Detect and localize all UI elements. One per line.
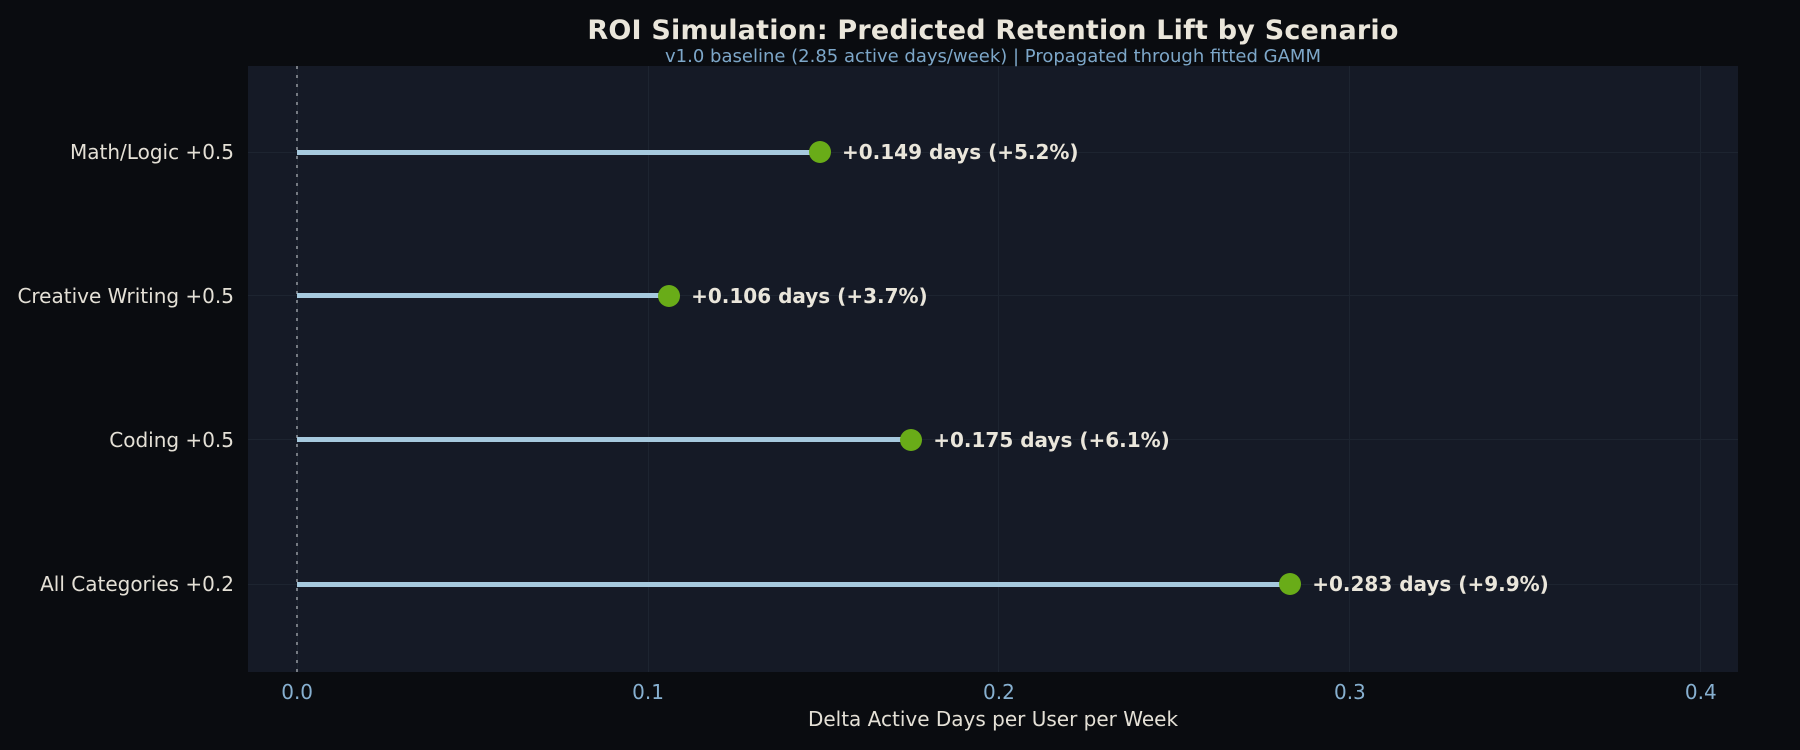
lollipop-stem xyxy=(297,293,670,299)
x-axis-label: Delta Active Days per User per Week xyxy=(807,707,1179,731)
x-tick-label: 0.3 xyxy=(1333,680,1366,704)
value-annotation: +0.106 days (+3.7%) xyxy=(691,283,928,308)
y-gridline xyxy=(248,439,1738,441)
lollipop-stem xyxy=(297,581,1291,587)
lollipop-dot xyxy=(900,428,923,451)
x-tick-label: 0.2 xyxy=(983,680,1015,704)
y-gridline xyxy=(248,151,1738,153)
lollipop-dot xyxy=(1279,573,1302,595)
x-tick-label: 0.1 xyxy=(632,680,664,704)
x-gridline xyxy=(1700,66,1702,672)
x-gridline xyxy=(1349,66,1351,672)
category-label: Creative Writing +0.5 xyxy=(17,283,234,308)
lollipop-dot xyxy=(808,141,831,164)
baseline-zero-line xyxy=(296,66,299,672)
value-annotation: +0.283 days (+9.9%) xyxy=(1312,572,1549,596)
lollipop-dot xyxy=(658,284,681,307)
value-annotation: +0.149 days (+5.2%) xyxy=(841,140,1079,165)
x-gridline xyxy=(998,66,1000,672)
lollipop-stem xyxy=(297,437,912,443)
value-annotation: +0.175 days (+6.1%) xyxy=(933,427,1170,452)
category-label: Math/Logic +0.5 xyxy=(70,140,234,165)
chart-title: ROI Simulation: Predicted Retention Lift… xyxy=(587,15,1399,46)
chart-subtitle: v1.0 baseline (2.85 active days/week) | … xyxy=(665,46,1321,67)
x-tick-label: 0.0 xyxy=(281,680,314,704)
x-tick-label: 0.4 xyxy=(1684,680,1717,704)
category-label: All Categories +0.2 xyxy=(40,572,234,596)
plot-area xyxy=(248,66,1738,672)
x-gridline xyxy=(647,66,649,672)
category-label: Coding +0.5 xyxy=(109,427,234,452)
y-gridline xyxy=(248,295,1738,297)
lollipop-stem xyxy=(297,149,820,155)
